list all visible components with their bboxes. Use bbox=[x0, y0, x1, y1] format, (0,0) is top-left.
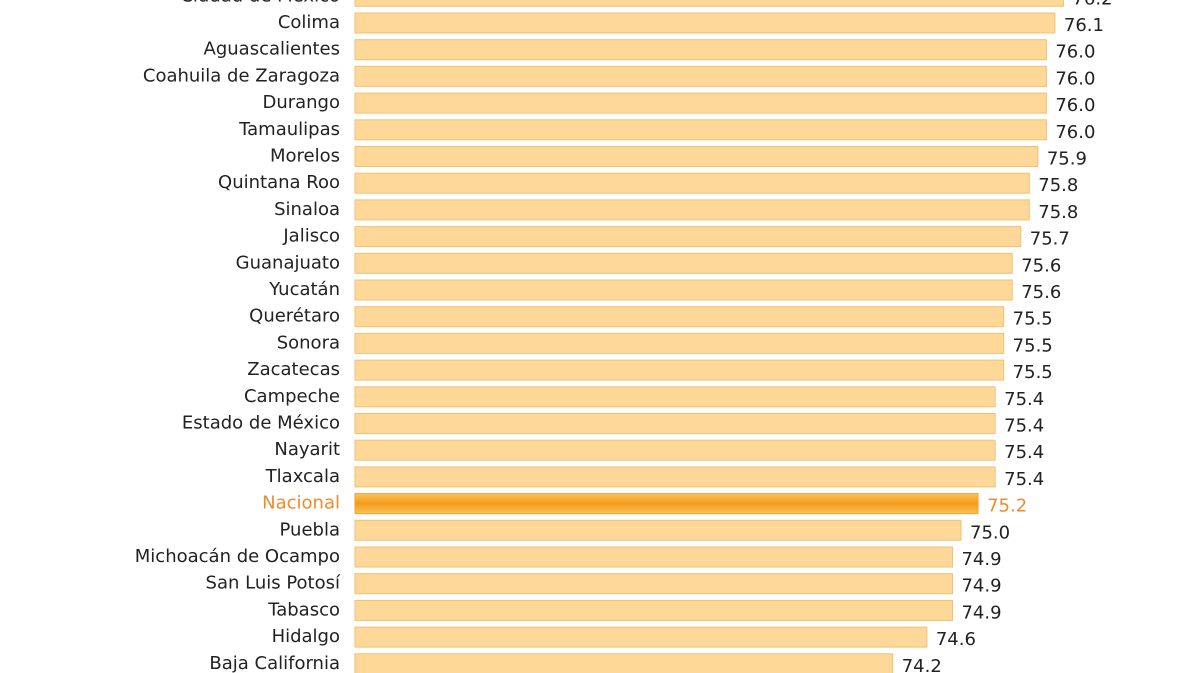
category-label: Nacional bbox=[262, 493, 340, 514]
bar bbox=[354, 306, 1005, 328]
value-label: 75.8 bbox=[1038, 202, 1078, 223]
category-label: Sonora bbox=[277, 332, 340, 353]
value-label: 75.2 bbox=[987, 496, 1027, 517]
value-label: 75.6 bbox=[1021, 282, 1061, 303]
bar bbox=[354, 39, 1047, 61]
category-label: Michoacán de Ocampo bbox=[135, 546, 340, 567]
bar bbox=[354, 359, 1005, 381]
category-label: Ciudad de México bbox=[180, 0, 340, 6]
bar bbox=[354, 252, 1013, 274]
bar bbox=[354, 546, 953, 568]
category-label: Querétaro bbox=[249, 306, 340, 327]
bar bbox=[354, 626, 928, 648]
category-label: Yucatán bbox=[268, 279, 340, 300]
category-label: Aguascalientes bbox=[204, 39, 340, 60]
category-label: Tabasco bbox=[267, 599, 340, 620]
category-label: Guanajuato bbox=[236, 252, 340, 273]
bar bbox=[354, 199, 1030, 221]
value-label: 74.9 bbox=[961, 549, 1001, 570]
value-label: 74.9 bbox=[961, 576, 1001, 597]
category-label: Tamaulipas bbox=[238, 119, 340, 140]
value-label: 75.5 bbox=[1013, 362, 1053, 383]
category-label: Estado de México bbox=[182, 413, 340, 434]
bar bbox=[354, 599, 953, 621]
category-label: Durango bbox=[262, 92, 340, 113]
category-label: Coahuila de Zaragoza bbox=[143, 65, 340, 86]
value-label: 74.9 bbox=[961, 602, 1001, 623]
bar bbox=[354, 439, 996, 461]
value-label: 75.5 bbox=[1013, 335, 1053, 356]
value-label: 75.8 bbox=[1038, 175, 1078, 196]
bar bbox=[354, 466, 996, 488]
category-label: Puebla bbox=[280, 519, 340, 540]
value-label: 75.4 bbox=[1004, 389, 1044, 410]
value-label: 76.0 bbox=[1055, 122, 1095, 143]
category-label: Jalisco bbox=[282, 226, 340, 247]
value-label: 75.6 bbox=[1021, 255, 1061, 276]
category-label: Nayarit bbox=[274, 439, 340, 460]
bar bbox=[354, 573, 953, 595]
value-label: 76.1 bbox=[1064, 15, 1104, 36]
bar bbox=[354, 519, 962, 541]
bar bbox=[354, 332, 1005, 354]
value-label: 76.0 bbox=[1055, 68, 1095, 89]
value-label: 75.4 bbox=[1004, 416, 1044, 437]
category-label: Quintana Roo bbox=[218, 172, 340, 193]
value-label: 76.2 bbox=[1072, 0, 1112, 9]
bar bbox=[354, 12, 1056, 34]
bar bbox=[354, 653, 894, 673]
value-label: 74.6 bbox=[936, 629, 976, 650]
value-label: 76.0 bbox=[1055, 95, 1095, 116]
bar bbox=[354, 279, 1013, 301]
category-label: Sinaloa bbox=[274, 199, 340, 220]
value-label: 75.4 bbox=[1004, 442, 1044, 463]
bar bbox=[354, 92, 1047, 114]
category-label: Hidalgo bbox=[272, 626, 340, 647]
value-label: 74.2 bbox=[902, 656, 942, 673]
category-label: Zacatecas bbox=[247, 359, 340, 380]
bar bbox=[354, 65, 1047, 87]
bar bbox=[354, 413, 996, 434]
bar bbox=[354, 172, 1030, 194]
value-label: 75.7 bbox=[1030, 229, 1070, 250]
category-label: Baja California bbox=[209, 653, 340, 673]
bar bbox=[354, 146, 1039, 167]
value-label: 75.4 bbox=[1004, 469, 1044, 490]
category-label: San Luis Potosí bbox=[206, 573, 341, 594]
bar bbox=[354, 119, 1047, 141]
bar bbox=[354, 226, 1022, 248]
category-label: Morelos bbox=[270, 146, 340, 167]
value-label: 76.0 bbox=[1055, 42, 1095, 63]
bar bbox=[354, 386, 996, 408]
category-label: Campeche bbox=[244, 386, 340, 407]
bar bbox=[354, 0, 1064, 7]
category-label: Colima bbox=[278, 12, 340, 33]
value-label: 75.0 bbox=[970, 522, 1010, 543]
value-label: 75.5 bbox=[1013, 309, 1053, 330]
category-label: Tlaxcala bbox=[265, 466, 340, 487]
value-label: 75.9 bbox=[1047, 149, 1087, 170]
bar bbox=[354, 493, 979, 515]
